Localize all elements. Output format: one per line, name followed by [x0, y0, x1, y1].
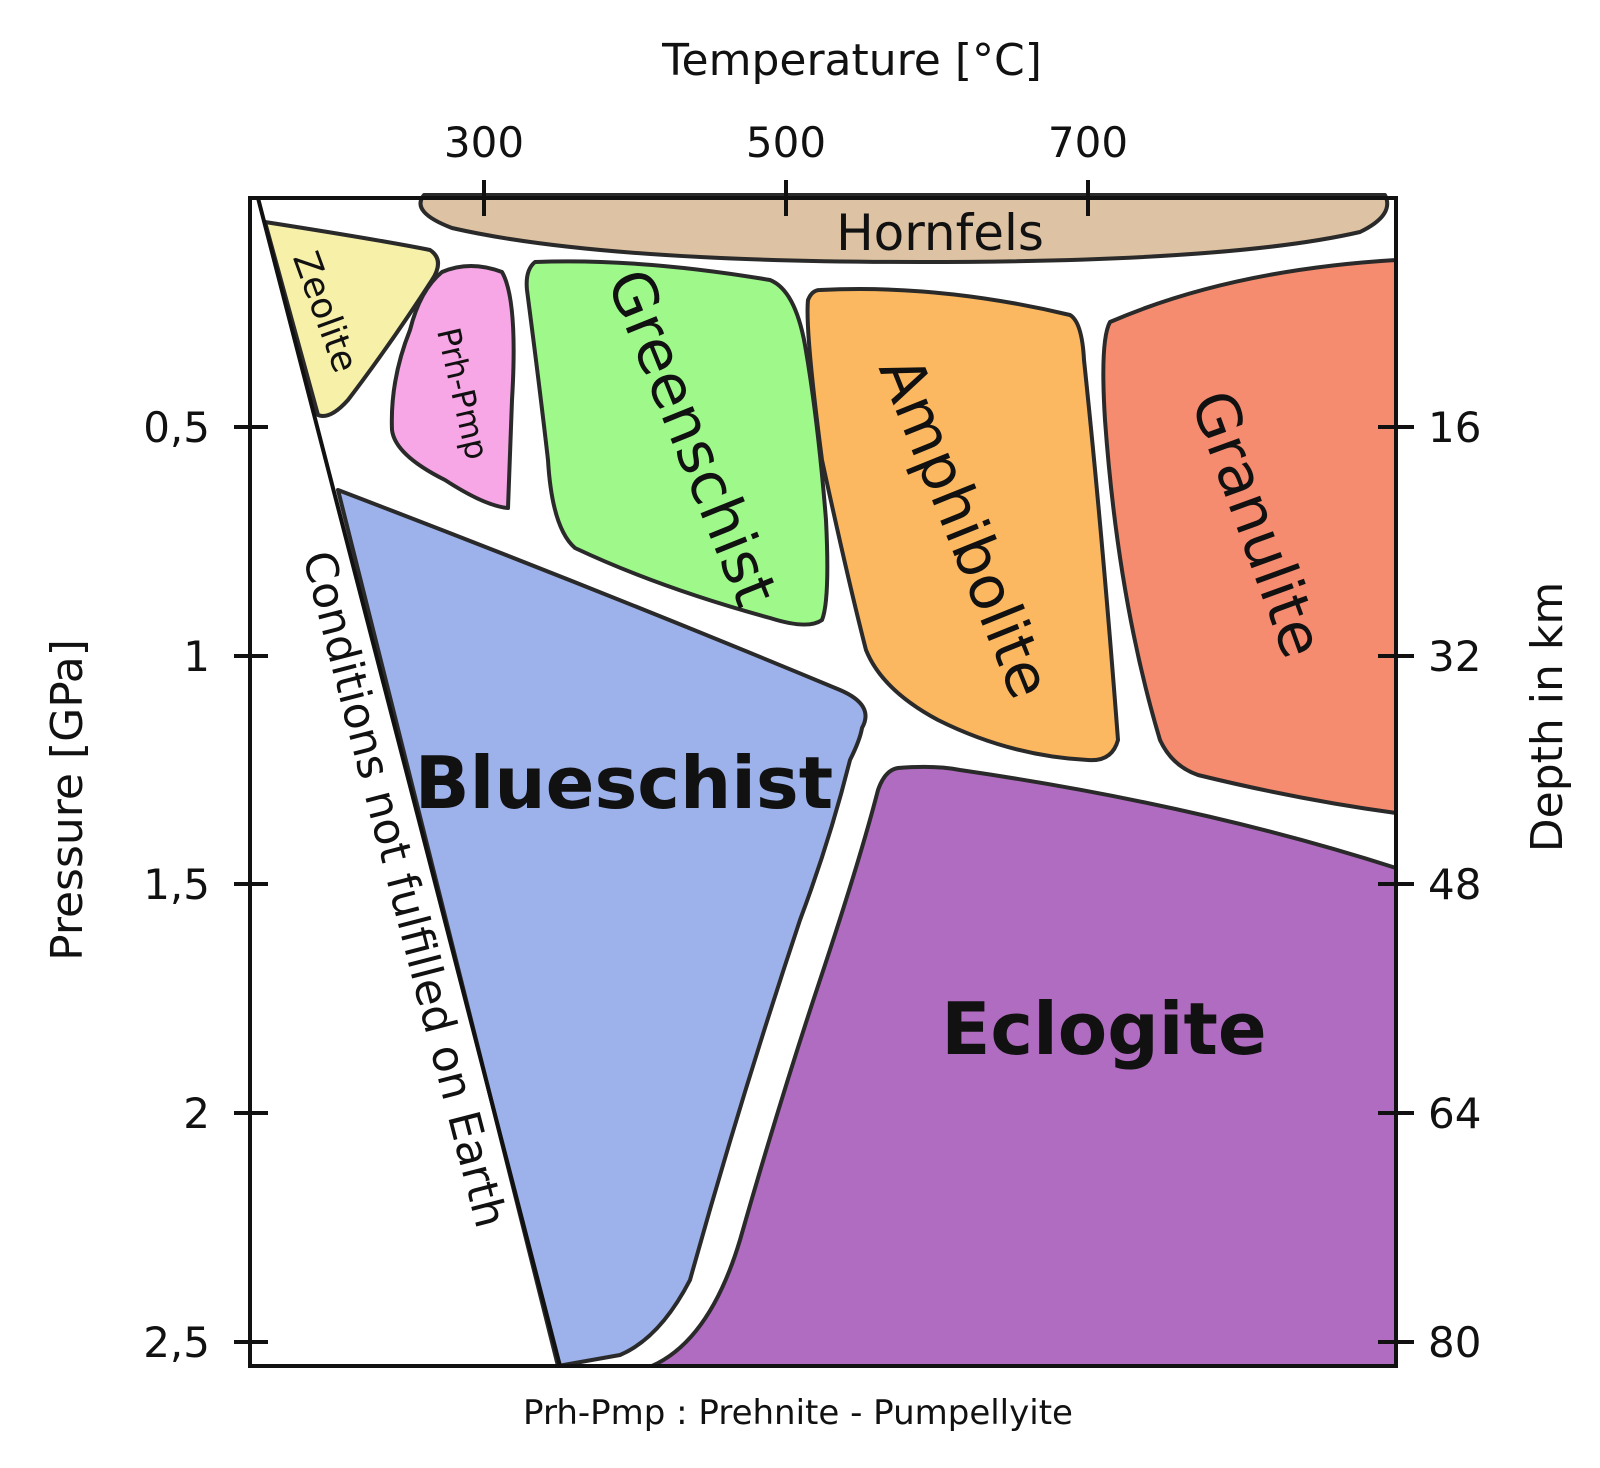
temperature-axis-title: Temperature [°C] — [661, 35, 1042, 86]
depth-tick-label: 16 — [1428, 403, 1481, 452]
hornfels-region — [418, 193, 1390, 264]
greenschist-region — [524, 259, 830, 627]
pressure-tick-label: 1 — [183, 632, 210, 681]
temperature-tick-label: 300 — [444, 118, 524, 167]
depth-tick-label: 64 — [1428, 1089, 1481, 1138]
prh-pmp-region — [389, 264, 516, 510]
depth-tick-label: 48 — [1428, 860, 1481, 909]
pressure-tick-label: 1,5 — [143, 860, 210, 909]
depth-axis-title: Depth in km — [1522, 582, 1573, 852]
blueschist-label: Blueschist — [415, 741, 833, 825]
pressure-tick-label: 2,5 — [143, 1318, 210, 1367]
eclogite-label: Eclogite — [941, 987, 1266, 1071]
blueschist-region — [336, 488, 868, 1368]
plot-frame — [248, 196, 1398, 1368]
temperature-tick-label: 700 — [1048, 118, 1128, 167]
hornfels-label: Hornfels — [836, 204, 1044, 262]
depth-tick-label: 32 — [1428, 632, 1481, 681]
temperature-ticks — [482, 180, 1090, 216]
depth-ticks — [1378, 425, 1414, 1344]
pressure-ticks — [234, 425, 268, 1344]
eclogite-region — [650, 764, 1398, 1368]
temperature-tick-label: 500 — [746, 118, 826, 167]
amphibolite-region — [805, 287, 1120, 763]
depth-tick-label: 80 — [1428, 1318, 1481, 1367]
pressure-axis-title: Pressure [GPa] — [42, 639, 93, 961]
earth-conditions-boundary — [256, 197, 562, 1367]
granulite-region — [1101, 258, 1398, 815]
pressure-tick-label: 2 — [183, 1089, 210, 1138]
abbreviation-footnote: Prh-Pmp : Prehnite - Pumpellyite — [523, 1393, 1073, 1433]
pressure-tick-label: 0,5 — [143, 403, 210, 452]
